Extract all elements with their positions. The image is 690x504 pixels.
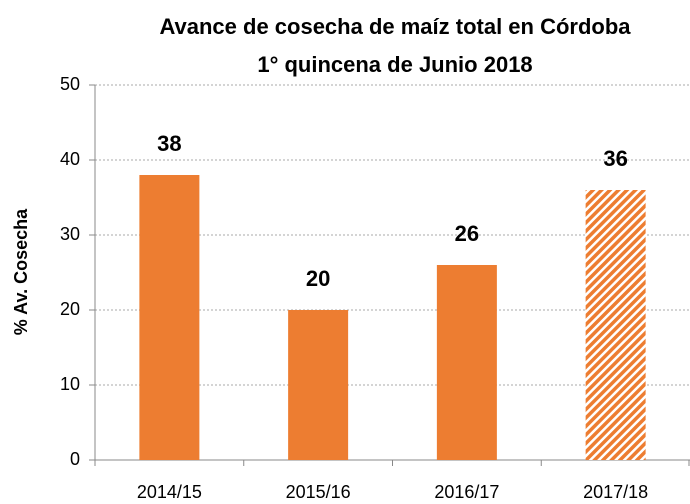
x-tick-label: 2017/18 (583, 482, 648, 502)
y-tick-label: 40 (60, 149, 80, 169)
chart-subtitle: 1° quincena de Junio 2018 (257, 52, 532, 77)
bar (288, 310, 349, 460)
value-label: 20 (306, 266, 330, 291)
x-tick-label: 2015/16 (286, 482, 351, 502)
y-tick-label: 10 (60, 374, 80, 394)
bar (585, 190, 646, 460)
bar (436, 265, 497, 460)
value-label: 38 (157, 131, 181, 156)
y-tick-label: 0 (70, 449, 80, 469)
bar (139, 175, 200, 460)
x-tick-label: 2016/17 (434, 482, 499, 502)
y-tick-label: 30 (60, 224, 80, 244)
value-label: 26 (455, 221, 479, 246)
y-axis-label: % Av. Cosecha (11, 208, 31, 335)
x-tick-label: 2014/15 (137, 482, 202, 502)
value-label: 36 (603, 146, 627, 171)
y-tick-label: 50 (60, 74, 80, 94)
y-tick-label: 20 (60, 299, 80, 319)
chart-title: Avance de cosecha de maíz total en Córdo… (159, 14, 631, 39)
